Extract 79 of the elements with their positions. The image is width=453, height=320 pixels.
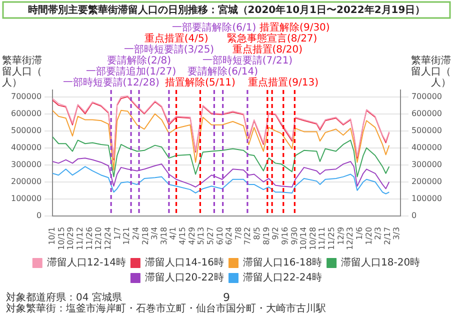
ref-line-label: 要請解除(2/8) — [107, 54, 172, 67]
x-tick-label: 9/30 — [290, 226, 299, 245]
y-tick-label: 300000 — [10, 160, 42, 169]
ref-line-label: 重点措置(8/20) — [232, 44, 303, 56]
x-tick-label: 10/14 — [299, 226, 308, 250]
y-tick-label: 0 — [36, 211, 42, 220]
y-tick-label: 500000 — [10, 126, 42, 135]
y2-tick-label: 0 — [411, 211, 417, 220]
legend-label: 滞留人口16-18時 — [243, 256, 322, 269]
ref-line-label: 一部要請追加(1/27) — [86, 66, 176, 78]
ref-line-label: 緊急事態宣言(8/27) — [226, 32, 318, 45]
y2-tick-label: 700000 — [411, 92, 442, 101]
x-tick-label: 12/23 — [346, 226, 355, 250]
y-tick-label: 700000 — [10, 92, 42, 101]
y-tick-label: 400000 — [10, 142, 42, 152]
x-tick-label: 11/26 — [84, 226, 94, 250]
legend-label: 滞留人口20-22時 — [144, 272, 224, 284]
x-tick-label: 3/3 — [392, 226, 402, 240]
x-tick-label: 11/11 — [318, 226, 327, 250]
x-tick-label: 8/5 — [252, 226, 262, 240]
ref-line-label: 一部時短要請(12/28) — [62, 76, 160, 89]
x-tick-label: 7/8 — [234, 226, 243, 240]
text: 対象繁華街：塩釜市海岸町・石巻市立町・仙台市国分町・大崎市古川駅 — [6, 302, 326, 315]
ref-line-label: 重点措置(9/13) — [248, 76, 319, 89]
x-tick-label: 11/12 — [76, 226, 85, 250]
ref-line-label: 重点措置(4/5) — [144, 32, 208, 45]
y-tick-label: 600000 — [10, 108, 42, 118]
x-tick-label: 8/19 — [262, 226, 271, 245]
y-tick-label: 200000 — [10, 176, 42, 186]
y2-tick-label: 600000 — [411, 108, 442, 118]
y-tick-label: 100000 — [10, 194, 42, 204]
text: 対象都道府県：04 宮城県 — [6, 292, 122, 304]
legend-label: 滞留人口18-20時 — [341, 256, 420, 269]
x-tick-label: 10/28 — [308, 226, 318, 250]
x-tick-label: 7/22 — [243, 226, 252, 245]
x-tick-label: 5/27 — [206, 226, 215, 245]
legend-label: 滞留人口14-16時 — [144, 256, 224, 269]
y2-tick-label: 300000 — [411, 160, 442, 169]
x-tick-label: 6/24 — [224, 226, 234, 245]
x-tick-label: 12/24 — [104, 226, 112, 250]
x-tick-label: 5/13 — [196, 226, 206, 245]
x-tick-label: 9/2 — [271, 226, 280, 240]
ref-line-label: 措置解除(5/11) — [165, 76, 236, 89]
y2-tick-label: 200000 — [411, 176, 442, 186]
x-tick-label: 10/15 — [56, 226, 66, 250]
x-tick-label: 11/25 — [327, 226, 336, 250]
ref-line-label: 一部要請解除(6/1) — [172, 22, 256, 34]
y2-tick-label: 500000 — [411, 126, 442, 135]
x-tick-label: 1/7 — [112, 226, 122, 240]
x-tick-label: 10/29 — [66, 226, 76, 250]
x-tick-label: 2/17 — [382, 226, 392, 245]
y-axis-title: 繁華街滞留人口（人） — [2, 54, 42, 89]
ref-line-label: 要請解除(6/14) — [188, 66, 258, 78]
y2-tick-label: 100000 — [411, 194, 442, 204]
x-tick-label: 2/3 — [374, 226, 383, 240]
x-tick-label: 1/21 — [122, 226, 132, 245]
x-tick-label: 4/1 — [168, 226, 178, 240]
legend-label: 滞留人口12-14時 — [46, 256, 126, 269]
text: 9 — [223, 290, 230, 304]
ref-line-label: 一部時短要請(3/25) — [124, 44, 214, 56]
x-tick-label: 3/4 — [150, 226, 160, 240]
x-tick-label: 1/20 — [364, 226, 374, 245]
x-tick-label: 12/10 — [94, 226, 104, 250]
x-tick-label: 4/15 — [178, 226, 188, 245]
x-tick-label: 4/29 — [187, 226, 196, 245]
x-tick-label: 6/10 — [215, 226, 224, 245]
x-tick-label: 2/4 — [131, 226, 140, 240]
legend-label: 滞留人口22-24時 — [243, 272, 322, 284]
x-tick-label: 2/18 — [140, 226, 150, 245]
y2-tick-label: 400000 — [411, 142, 442, 152]
x-tick-label: 10/1 — [48, 226, 57, 245]
y2-axis-title: 繁華街滞留人口（人） — [411, 54, 451, 89]
ref-line-label: 一部時短要請(7/21) — [202, 54, 293, 67]
x-tick-label: 3/18 — [159, 226, 168, 245]
x-tick-label: 12/9 — [336, 226, 346, 245]
x-tick-label: 1/6 — [354, 226, 364, 240]
chart-title: 時間帯別主要繁華街滞留人口の日別推移：宮城（2020年10月1日〜2022年2月19日） — [28, 4, 426, 16]
x-tick-label: 9/16 — [280, 226, 290, 245]
ref-line-label: 措置解除(9/30) — [260, 22, 330, 34]
